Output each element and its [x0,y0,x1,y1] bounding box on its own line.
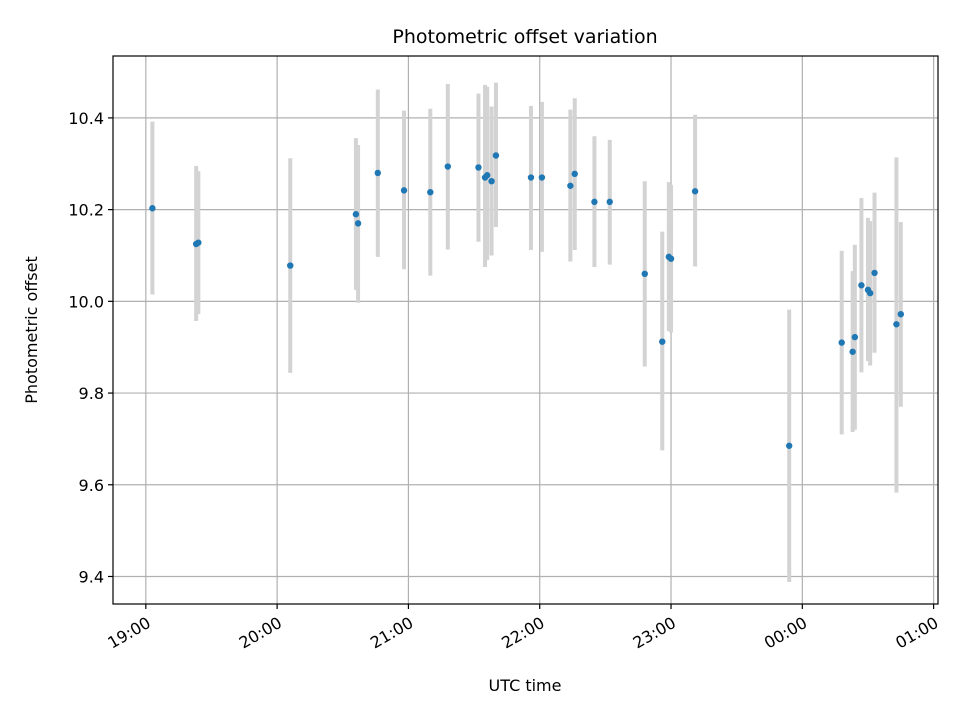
data-point [427,188,434,196]
data-point [567,182,574,189]
plot-area-frame [112,55,939,605]
data-point [691,188,699,195]
chart-title: Photometric offset variation [392,26,657,48]
x-tick-label: 00:00 [761,613,810,653]
data-point [538,174,546,181]
data-point [897,310,904,318]
data-point [871,269,878,277]
data-point [851,333,859,341]
y-axis-label: Photometric offset [22,256,41,404]
data-point [591,198,598,206]
data-point [866,289,874,297]
data-point [475,164,482,171]
y-tick-label: 9.8 [79,384,104,403]
data-point [492,152,500,159]
x-axis-label: UTC time [489,676,562,695]
x-tick-label: 23:00 [630,613,679,653]
data-point [849,348,856,355]
grid [113,56,938,604]
data-point [287,262,294,269]
data-point [195,239,202,246]
x-tick-label: 01:00 [892,613,941,653]
y-tick-label: 9.4 [79,567,104,586]
x-tick-label: 20:00 [236,613,285,653]
data-point [667,255,675,262]
data-point [785,442,793,449]
x-tick-label: 21:00 [367,613,416,653]
y-axis: 9.4 9.6 9.8 10.0 10.2 10.4 [68,109,113,586]
data-point [838,339,845,346]
data-point [641,270,648,278]
x-tick-label: 22:00 [498,613,547,653]
data-point [893,321,900,328]
data-points [149,152,904,449]
data-point [400,187,408,194]
y-tick-label: 9.6 [79,476,104,495]
data-point [484,172,491,179]
y-tick-label: 10.4 [68,109,104,128]
y-tick-label: 10.2 [68,201,104,220]
data-point [858,282,865,289]
data-point [374,169,381,177]
data-point [352,211,360,218]
data-point [149,205,156,212]
x-tick-label: 19:00 [104,613,153,653]
data-point [659,338,666,345]
data-point [354,220,362,227]
data-point [488,177,495,185]
data-point [571,170,578,178]
data-point [606,198,613,206]
data-point [527,174,535,181]
data-point [444,163,452,170]
x-axis: 19:00 20:00 21:00 22:00 23:00 00:00 01:00 [104,604,942,653]
error-bars [150,82,903,582]
y-tick-label: 10.0 [68,292,104,311]
